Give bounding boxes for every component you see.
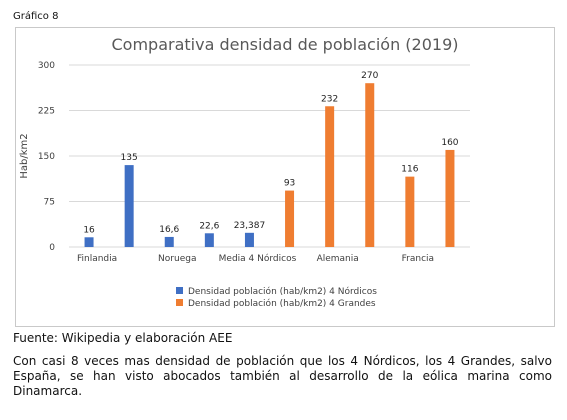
bar-grandes <box>445 149 455 247</box>
body-paragraph: Con casi 8 veces mas densidad de poblaci… <box>13 354 552 398</box>
legend-swatch <box>176 299 183 306</box>
y-tick-label: 150 <box>38 152 55 162</box>
bar-grandes <box>365 83 375 247</box>
y-axis-label: Hab/km2 <box>19 133 30 178</box>
data-label: 232 <box>321 94 338 104</box>
source-note: Fuente: Wikipedia y elaboración AEE <box>13 331 233 345</box>
legend-label: Densidad población (hab/km2) 4 Nórdicos <box>188 286 377 297</box>
bar-nordicos <box>84 237 94 247</box>
figure-label: Gráfico 8 <box>13 11 59 22</box>
bar-nordicos <box>244 232 254 247</box>
bar-nordicos <box>164 236 174 247</box>
data-label: 16,6 <box>159 225 179 235</box>
bar-grandes <box>405 176 415 247</box>
chart-container: Comparativa densidad de población (2019)… <box>15 27 555 327</box>
legend-swatch <box>176 287 183 294</box>
data-label: 16 <box>83 225 95 235</box>
bar-chart: Comparativa densidad de población (2019)… <box>19 35 470 309</box>
data-label: 93 <box>284 179 295 189</box>
data-label: 270 <box>361 71 378 81</box>
legend-label: Densidad población (hab/km2) 4 Grandes <box>188 298 376 309</box>
bar-nordicos <box>204 233 214 247</box>
data-label: 23,387 <box>234 221 266 231</box>
x-tick-label: Noruega <box>158 254 196 264</box>
x-tick-label: Media 4 Nórdicos <box>219 253 297 264</box>
data-label: 22,6 <box>199 221 219 231</box>
data-label: 116 <box>401 165 418 175</box>
chart-title: Comparativa densidad de población (2019) <box>112 35 459 54</box>
y-tick-label: 75 <box>44 198 55 208</box>
x-tick-label: Francia <box>402 254 434 264</box>
bar-nordicos <box>124 165 134 247</box>
x-tick-label: Finlandia <box>77 254 117 264</box>
y-tick-label: 0 <box>49 243 55 253</box>
y-tick-label: 225 <box>38 107 55 117</box>
y-tick-label: 300 <box>38 61 55 71</box>
x-tick-label: Alemania <box>317 254 359 264</box>
data-label: 135 <box>121 153 138 163</box>
bar-grandes <box>325 106 335 248</box>
data-label: 160 <box>441 138 458 148</box>
bar-grandes <box>285 190 295 247</box>
